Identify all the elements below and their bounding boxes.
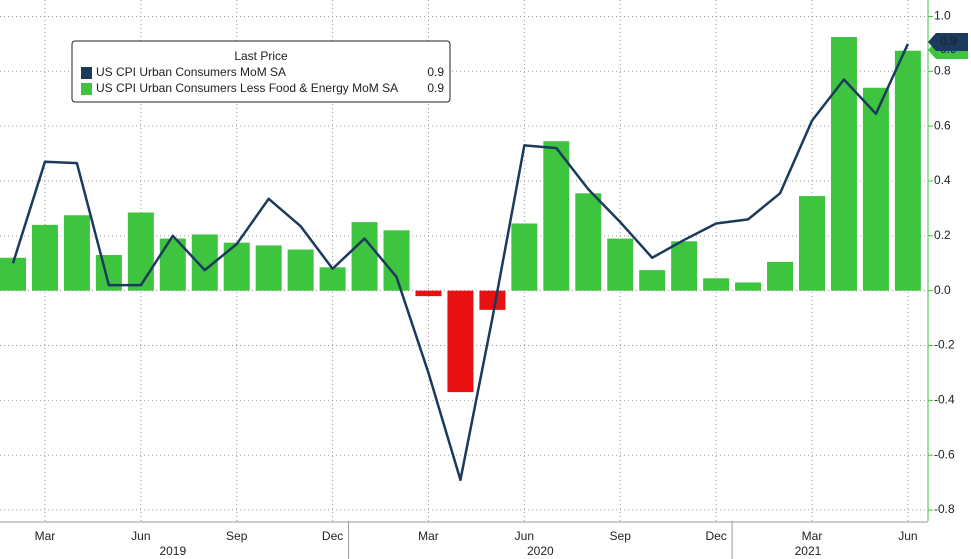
legend-box — [71, 40, 451, 103]
bar — [287, 249, 314, 291]
x-tick-label: Jun — [898, 529, 917, 543]
y-tick-label: 0.6 — [934, 118, 951, 132]
bar — [319, 267, 346, 291]
y-tick-label: 0.0 — [934, 283, 951, 297]
y-tick-label: -0.6 — [934, 447, 955, 461]
bar — [383, 230, 410, 291]
y-tick-label: 0.2 — [934, 228, 951, 242]
y-tick-label: 0.8 — [934, 63, 951, 77]
bar — [63, 215, 90, 291]
x-tick-label: Jun — [515, 529, 534, 543]
y-tick-label: -0.8 — [934, 502, 955, 516]
y-tick-label: 1.0 — [934, 9, 951, 23]
x-tick-label: Sep — [610, 529, 632, 543]
bar — [127, 212, 154, 291]
bar — [735, 282, 762, 291]
bar — [830, 37, 857, 291]
y-tick-label: 0.4 — [934, 173, 951, 187]
bar — [799, 196, 825, 291]
x-tick-label: Mar — [35, 529, 56, 543]
legend: Last Price US CPI Urban Consumers MoM SA 0… — [71, 40, 451, 103]
x-tick-label: Dec — [705, 529, 726, 543]
bar — [639, 270, 666, 291]
bar — [703, 278, 730, 291]
year-label: 2020 — [527, 544, 554, 558]
legend-title: Last Price — [234, 49, 288, 63]
legend-swatch — [81, 83, 92, 95]
bar — [351, 222, 378, 291]
line — [11, 43, 910, 482]
year-label: 2021 — [795, 544, 822, 558]
x-tick-label: Jun — [131, 529, 150, 543]
bar — [767, 261, 794, 291]
y-tick-label: -0.4 — [934, 393, 955, 407]
x-tick-label: Mar — [802, 529, 823, 543]
bar — [511, 223, 538, 291]
bar — [671, 241, 698, 291]
bar — [543, 141, 570, 291]
bar — [415, 290, 442, 297]
x-tick-label: Sep — [226, 529, 248, 543]
legend-value: 0.9 — [427, 65, 444, 79]
last-value-tag — [928, 33, 968, 51]
bar — [575, 193, 602, 291]
legend-label: US CPI Urban Consumers MoM SA — [96, 65, 286, 79]
bar — [447, 290, 474, 393]
bar — [862, 87, 889, 291]
bar — [607, 238, 634, 291]
legend-value: 0.9 — [427, 81, 444, 95]
y-tick-label: -0.2 — [934, 338, 955, 352]
bar — [0, 257, 26, 291]
bar — [894, 50, 921, 291]
year-label: 2019 — [159, 544, 186, 558]
bar — [31, 224, 58, 291]
x-tick-label: Dec — [322, 529, 343, 543]
x-tick-label: Mar — [418, 529, 439, 543]
last-value-label: 0.9 — [940, 34, 957, 48]
bar — [255, 245, 282, 291]
bar — [479, 290, 506, 310]
legend-label: US CPI Urban Consumers Less Food & Energ… — [96, 81, 398, 95]
legend-swatch — [81, 67, 92, 79]
